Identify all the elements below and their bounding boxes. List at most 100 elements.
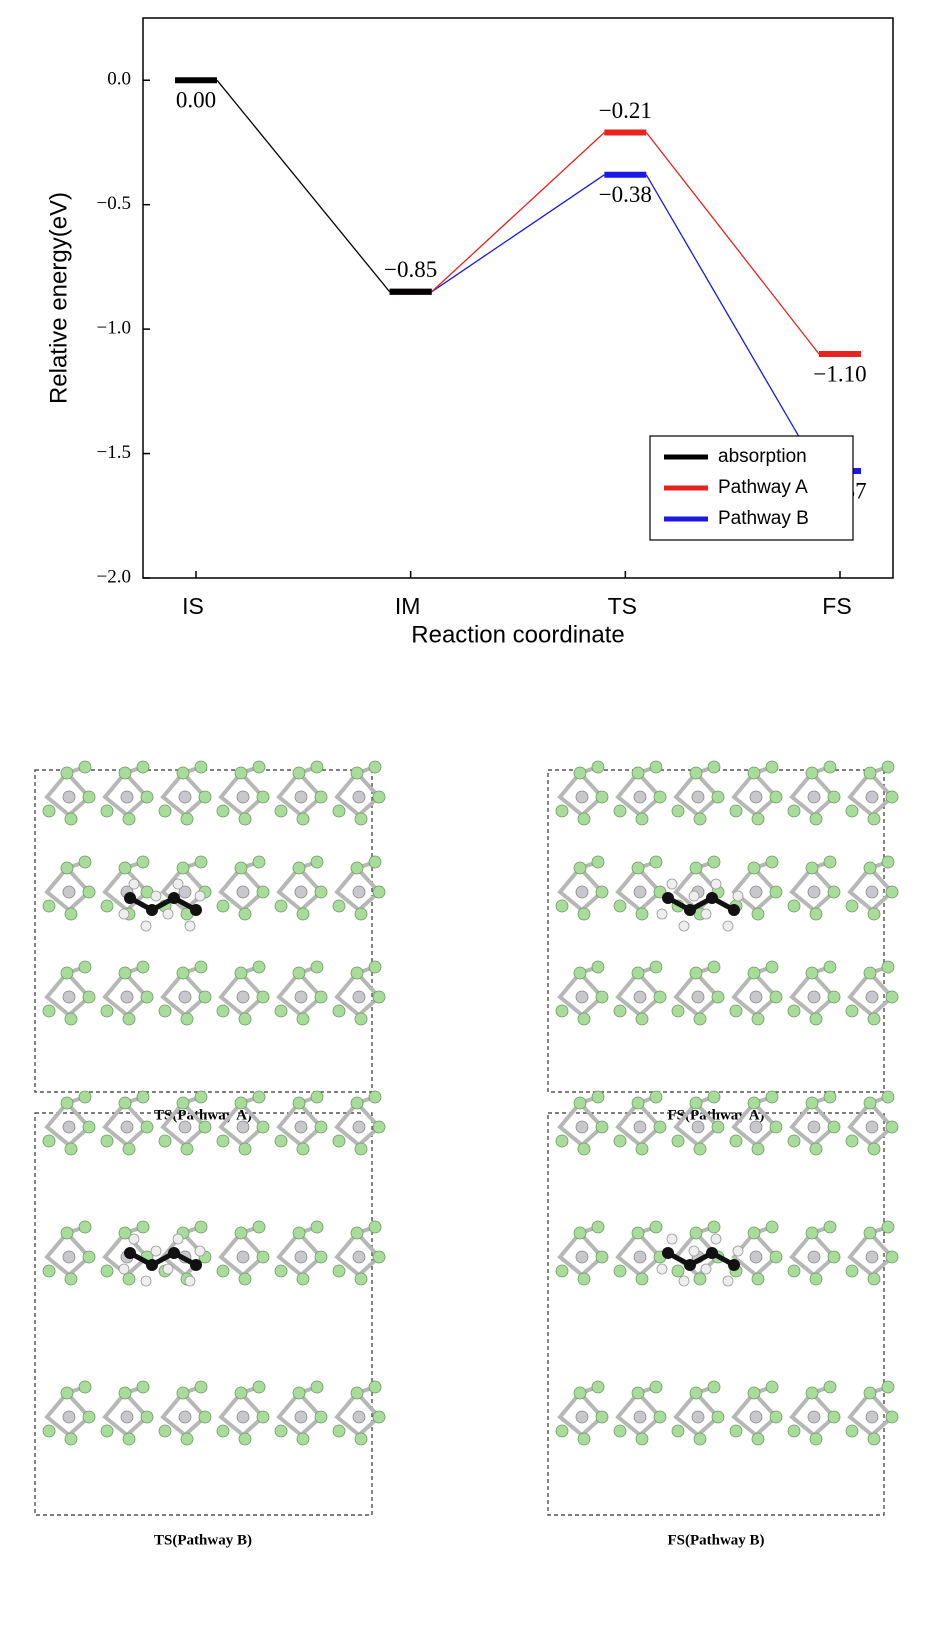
atom-s (118, 1096, 132, 1110)
atom-s (368, 960, 382, 974)
atom-s (823, 1090, 837, 1104)
atom-s (332, 1134, 346, 1148)
atom-c (662, 892, 674, 904)
atom-s (136, 1220, 150, 1234)
atom-s (591, 1090, 605, 1104)
atom-s (354, 1432, 368, 1446)
atom-s (823, 855, 837, 869)
atom-h (732, 1245, 744, 1257)
atom-metal (691, 1120, 705, 1134)
atom-s (256, 1250, 270, 1264)
atom-s (591, 855, 605, 869)
atom-s (881, 1380, 895, 1394)
panel-caption: TS(Pathway B) (154, 1532, 252, 1548)
atom-s (118, 766, 132, 780)
x-tick-label: IM (395, 593, 421, 619)
panel-caption: FS(Pathway B) (667, 1532, 764, 1548)
atom-s (613, 1424, 627, 1438)
atom-s (845, 1424, 859, 1438)
atom-s (693, 1142, 707, 1156)
atom-s (885, 1120, 899, 1134)
atom-s (292, 861, 306, 875)
legend-label: Pathway A (718, 477, 808, 498)
atom-s (751, 1432, 765, 1446)
atom-s (296, 1142, 310, 1156)
atom-s (747, 966, 761, 980)
atom-s (158, 804, 172, 818)
atom-s (310, 855, 324, 869)
atom-s (747, 1096, 761, 1110)
atom-h (128, 878, 140, 890)
atom-s (176, 861, 190, 875)
atom-s (591, 1220, 605, 1234)
atom-s (845, 804, 859, 818)
atom-s (310, 1220, 324, 1234)
atom-s (354, 812, 368, 826)
atom-s (845, 1004, 859, 1018)
atom-metal (749, 1410, 763, 1424)
atom-s (707, 760, 721, 774)
atom-s (216, 804, 230, 818)
atom-s (234, 1096, 248, 1110)
atom-s (577, 1272, 591, 1286)
atom-metal (749, 790, 763, 804)
atom-s (314, 790, 328, 804)
atom-s (256, 885, 270, 899)
atom-s (765, 1220, 779, 1234)
atom-s (42, 1424, 56, 1438)
atom-s (122, 1432, 136, 1446)
connector (431, 132, 605, 293)
atom-s (78, 960, 92, 974)
atom-s (689, 1386, 703, 1400)
atom-s (769, 1410, 783, 1424)
atom-c (706, 892, 718, 904)
atom-s (823, 1220, 837, 1234)
atom-s (372, 1120, 386, 1134)
cell-box (34, 1112, 373, 1516)
atom-metal (575, 990, 589, 1004)
atom-s (372, 885, 386, 899)
atom-s (613, 1004, 627, 1018)
atom-h (656, 1263, 668, 1275)
atom-s (252, 1090, 266, 1104)
atom-metal (236, 1410, 250, 1424)
atom-s (787, 1424, 801, 1438)
atom-s (631, 966, 645, 980)
atom-s (765, 760, 779, 774)
y-tick-label: −2.0 (97, 566, 131, 587)
atom-h (184, 920, 196, 932)
atom-s (310, 1380, 324, 1394)
atom-s (809, 1012, 823, 1026)
atom-s (180, 1012, 194, 1026)
atom-s (64, 812, 78, 826)
atom-s (332, 1264, 346, 1278)
atom-s (60, 966, 74, 980)
connector (645, 132, 820, 355)
atom-s (136, 855, 150, 869)
atom-s (176, 766, 190, 780)
atom-s (769, 1250, 783, 1264)
atom-c (728, 904, 740, 916)
atom-s (350, 1226, 364, 1240)
atom-metal (575, 1410, 589, 1424)
atom-s (555, 899, 569, 913)
atom-s (198, 990, 212, 1004)
plot-frame (142, 17, 894, 579)
atom-s (252, 855, 266, 869)
atom-s (707, 960, 721, 974)
atom-s (631, 1386, 645, 1400)
atom-metal (62, 1410, 76, 1424)
atom-metal (633, 1120, 647, 1134)
atom-metal (120, 790, 134, 804)
atom-s (613, 1264, 627, 1278)
atom-s (234, 966, 248, 980)
atom-s (180, 1432, 194, 1446)
atom-metal (178, 1120, 192, 1134)
atom-s (765, 960, 779, 974)
atom-h (700, 1263, 712, 1275)
atom-h (172, 878, 184, 890)
atom-s (823, 760, 837, 774)
atom-s (881, 760, 895, 774)
atom-s (140, 1120, 154, 1134)
